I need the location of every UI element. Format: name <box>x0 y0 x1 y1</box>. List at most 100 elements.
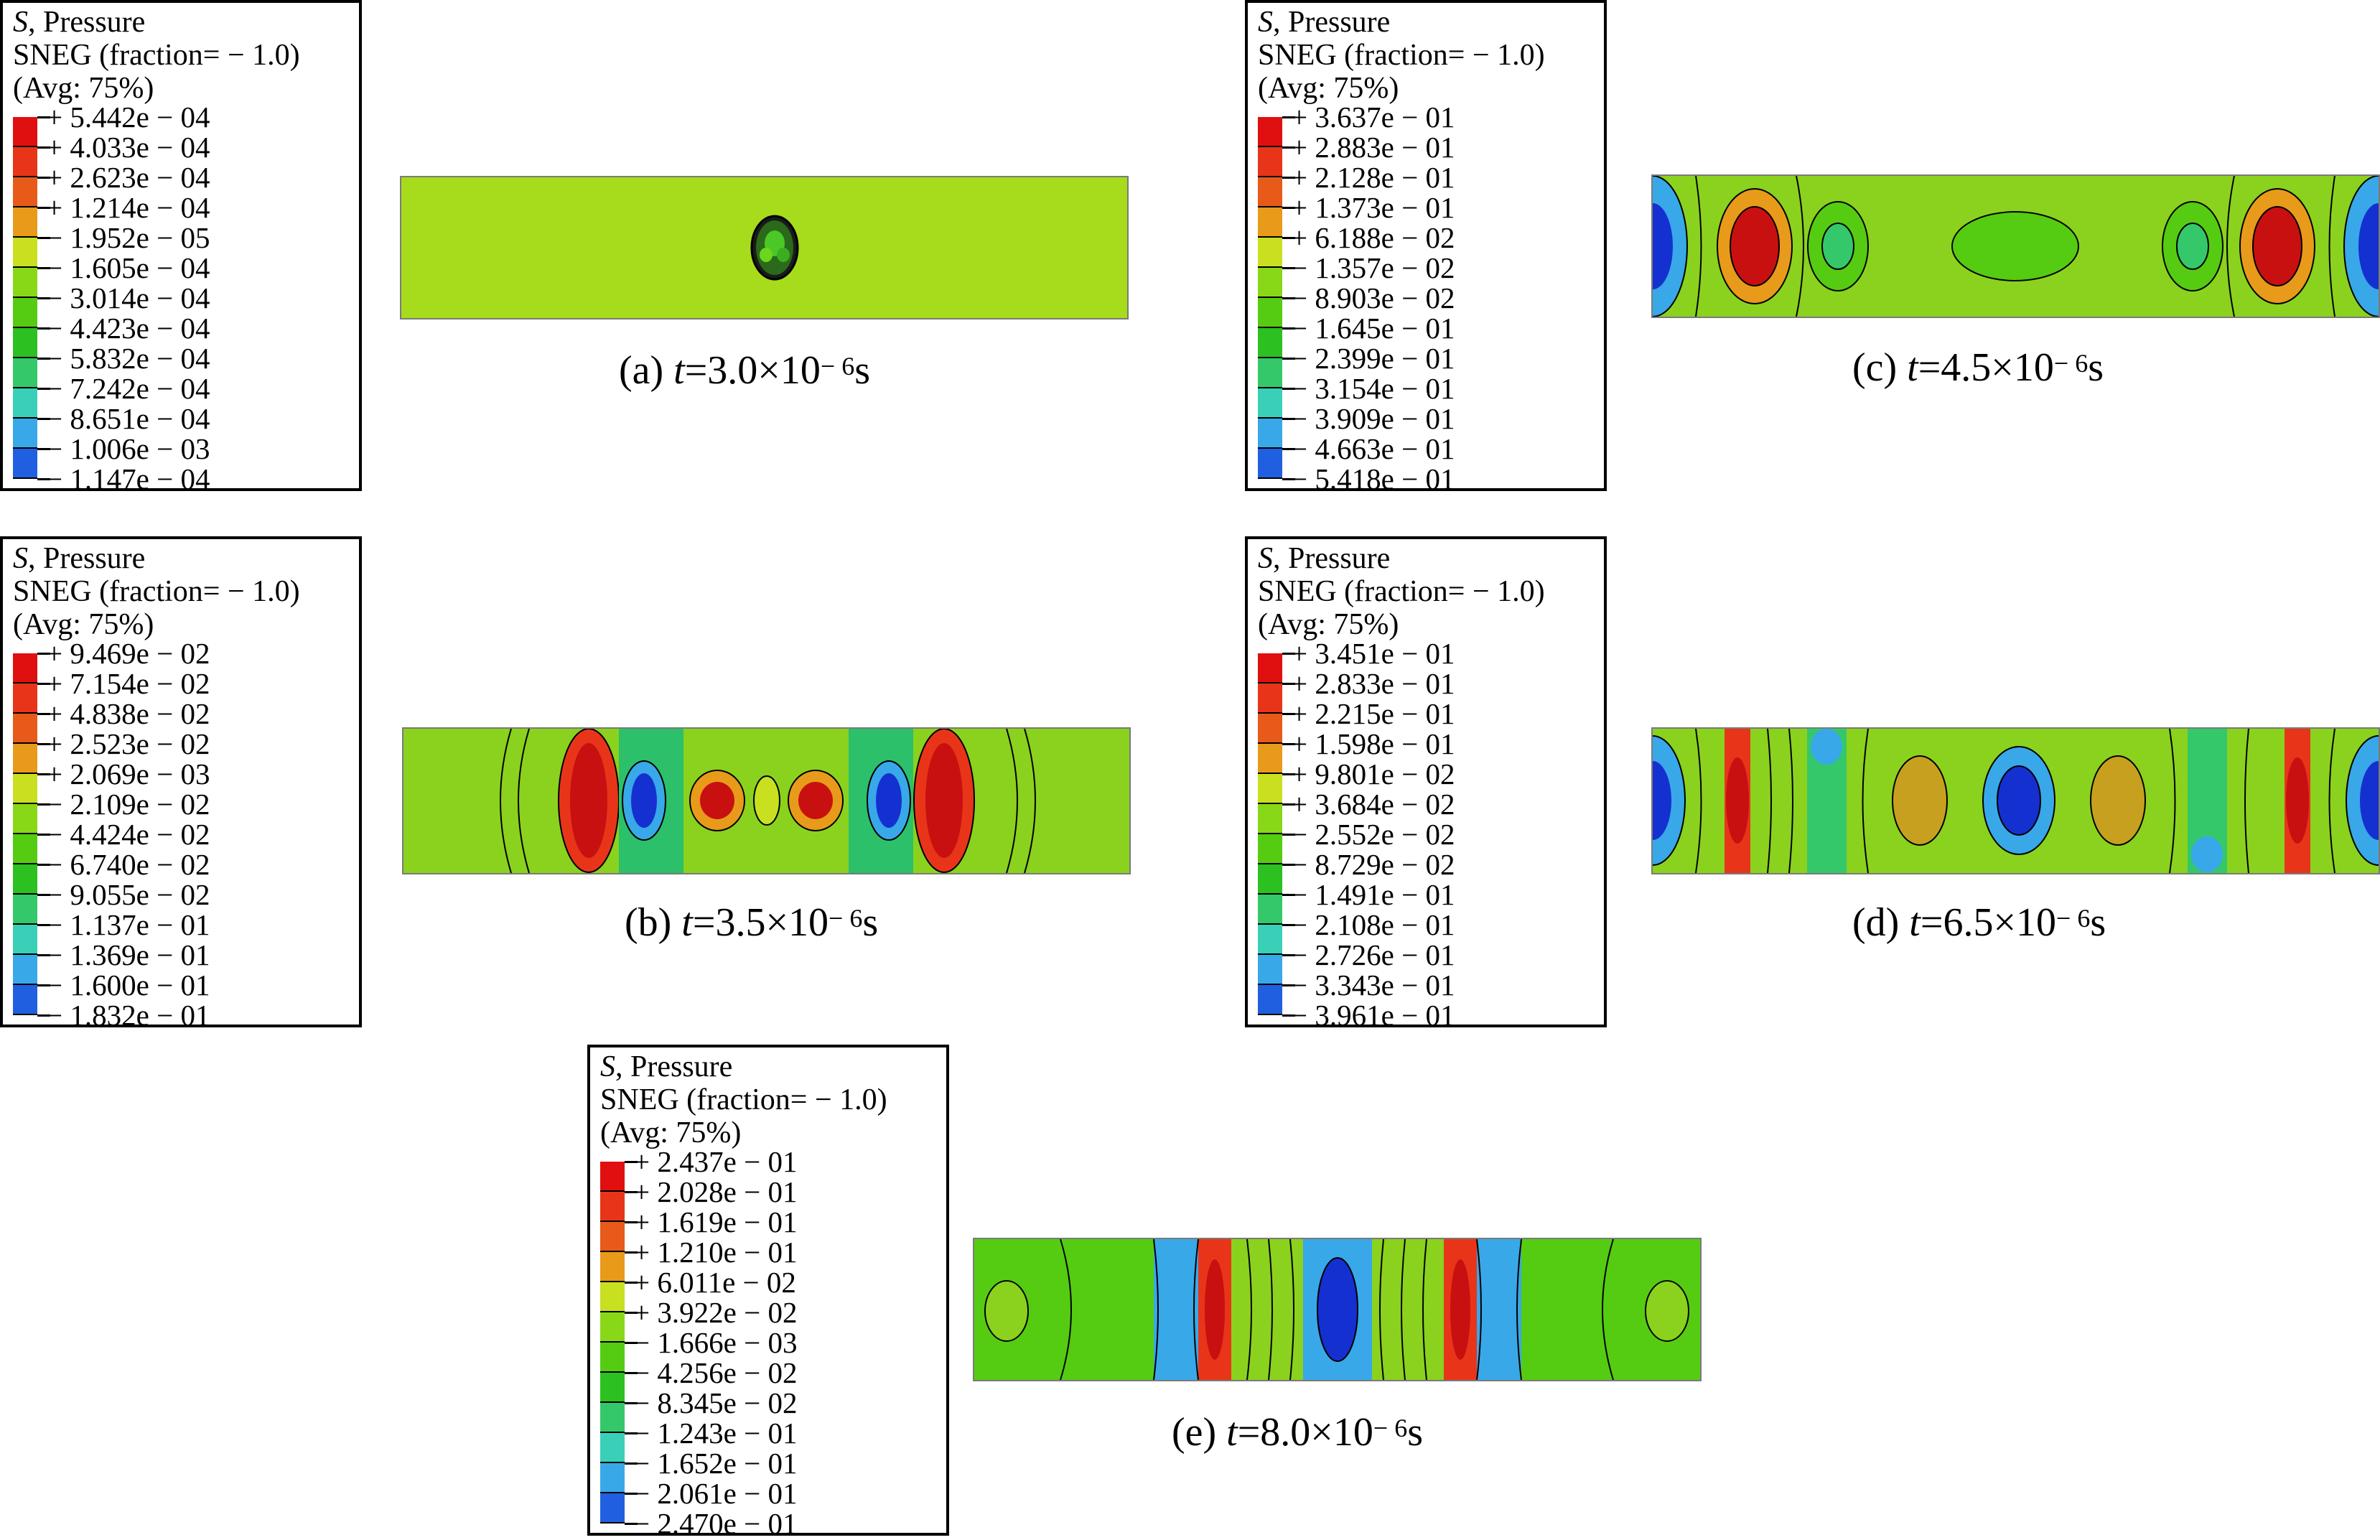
color-swatch <box>600 1403 625 1433</box>
legend-value: + 3.637e − 01 <box>1291 103 1455 132</box>
caption-unit: s <box>862 900 878 945</box>
legend-value: − 6.740e − 02 <box>46 850 210 879</box>
legend-value: + 1.373e − 01 <box>1291 193 1455 223</box>
legend-value: − 2.061e − 01 <box>633 1479 797 1508</box>
color-swatch <box>13 834 37 864</box>
color-swatch <box>1258 804 1282 834</box>
caption-mid: =4.5×10 <box>1918 345 2054 390</box>
plate-e <box>973 1238 1702 1381</box>
legend-value: − 2.726e − 01 <box>1291 941 1455 970</box>
color-swatch <box>13 683 37 714</box>
legend-value: − 1.491e − 01 <box>1291 880 1455 910</box>
red-core-left <box>570 743 607 858</box>
color-swatch <box>1258 207 1282 238</box>
color-swatch <box>1258 714 1282 744</box>
legend-value: − 1.147e − 04 <box>46 465 210 494</box>
orange-lobe-right <box>2091 756 2145 845</box>
plate-b <box>402 727 1131 874</box>
legend-value: + 1.598e − 01 <box>1291 729 1455 759</box>
color-swatch <box>13 864 37 895</box>
legend-value: + 2.523e − 02 <box>46 729 210 759</box>
color-swatch <box>1258 449 1282 479</box>
color-swatch <box>1258 328 1282 358</box>
caption-var: t <box>1907 345 1918 390</box>
legend-value: − 1.645e − 01 <box>1291 314 1455 343</box>
color-swatch <box>1258 774 1282 804</box>
legend-sneg: SNEG (fraction= − 1.0) <box>1258 39 1545 72</box>
legend-value: + 4.033e − 04 <box>46 133 210 162</box>
color-swatch <box>600 1463 625 1493</box>
legend-value: + 9.469e − 02 <box>46 639 210 668</box>
red-core-left <box>1726 757 1749 844</box>
red-core-right <box>1450 1259 1470 1360</box>
color-swatch <box>1258 388 1282 419</box>
color-swatch <box>13 147 37 177</box>
legend-value: − 1.952e − 05 <box>46 223 210 253</box>
color-swatch <box>13 653 37 683</box>
color-swatch <box>13 268 37 298</box>
legend-value: − 1.600e − 01 <box>46 971 210 1000</box>
color-swatch <box>13 985 37 1015</box>
legend-e: S, Pressure SNEG (fraction= − 1.0) (Avg:… <box>587 1045 949 1536</box>
caption-unit: s <box>2088 345 2104 390</box>
color-swatch <box>600 1312 625 1343</box>
blue-band-right <box>1477 1239 1521 1380</box>
color-swatch <box>1258 864 1282 895</box>
color-swatch <box>1258 744 1282 774</box>
caption-exp: − 6 <box>2056 904 2090 933</box>
caption-prefix: (a) <box>619 348 673 393</box>
color-bar <box>1258 653 1282 1015</box>
color-swatch <box>1258 238 1282 268</box>
caption-e: (e) t=8.0×10− 6s <box>1172 1411 1423 1454</box>
legend-title: , Pressure <box>1273 542 1390 575</box>
legend-value: − 1.006e − 03 <box>46 434 210 464</box>
color-bar <box>600 1162 625 1523</box>
legend-value: − 3.343e − 01 <box>1291 971 1455 1000</box>
legend-value: − 8.903e − 02 <box>1291 284 1455 313</box>
color-swatch <box>13 449 37 479</box>
caption-prefix: (e) <box>1172 1410 1226 1455</box>
color-bar <box>1258 117 1282 479</box>
lobe-right <box>1646 1281 1689 1341</box>
color-swatch <box>1258 268 1282 298</box>
color-swatch <box>1258 358 1282 388</box>
color-swatch <box>1258 955 1282 985</box>
legend-value: + 1.619e − 01 <box>633 1208 797 1237</box>
color-swatch <box>600 1343 625 1373</box>
legend-value: − 1.605e − 04 <box>46 253 210 283</box>
legend-value: − 1.243e − 01 <box>633 1419 797 1448</box>
legend-value: + 2.028e − 01 <box>633 1177 797 1207</box>
blue-patch-1 <box>1811 729 1842 765</box>
caption-var: t <box>673 348 685 393</box>
caption-mid: =3.5×10 <box>693 900 829 945</box>
legend-value: + 3.451e − 01 <box>1291 639 1455 668</box>
red-core-right <box>2253 207 2302 286</box>
color-bar <box>13 653 37 1015</box>
legend-value: + 2.069e − 03 <box>46 760 210 789</box>
red-core-left <box>1730 207 1779 286</box>
caption-exp: − 6 <box>2054 349 2088 378</box>
center-ellipse <box>1952 212 2078 281</box>
legend-d: S, Pressure SNEG (fraction= − 1.0) (Avg:… <box>1245 536 1607 1027</box>
color-swatch <box>600 1493 625 1523</box>
color-swatch <box>13 298 37 328</box>
red-core-left <box>1205 1259 1225 1360</box>
caption-prefix: (d) <box>1852 900 1909 945</box>
plate-a <box>400 176 1129 319</box>
legend-sneg: SNEG (fraction= − 1.0) <box>13 39 300 72</box>
legend-value: − 2.109e − 02 <box>46 790 210 819</box>
legend-header: S, Pressure SNEG (fraction= − 1.0) (Avg:… <box>13 6 300 105</box>
blue-patch-2 <box>2191 836 2223 872</box>
caption-prefix: (c) <box>1852 345 1907 390</box>
legend-header: S, Pressure SNEG (fraction= − 1.0) (Avg:… <box>1258 6 1545 105</box>
legend-sneg: SNEG (fraction= − 1.0) <box>1258 575 1545 608</box>
legend-value: − 5.418e − 01 <box>1291 465 1455 494</box>
legend-var: S <box>600 1050 615 1083</box>
caption-mid: =8.0×10 <box>1238 1410 1373 1455</box>
legend-c: S, Pressure SNEG (fraction= − 1.0) (Avg:… <box>1245 0 1607 491</box>
color-swatch <box>13 419 37 449</box>
color-swatch <box>600 1222 625 1252</box>
legend-value: − 3.014e − 04 <box>46 284 210 313</box>
color-swatch <box>13 895 37 925</box>
legend-value: − 4.423e − 04 <box>46 314 210 343</box>
